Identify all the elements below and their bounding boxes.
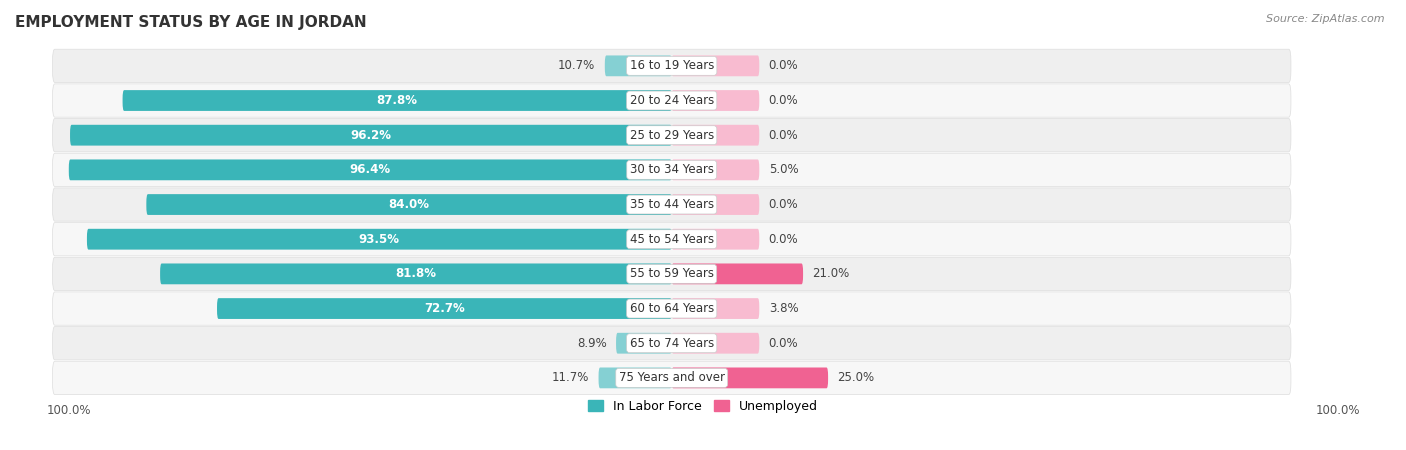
FancyBboxPatch shape — [672, 229, 759, 250]
FancyBboxPatch shape — [672, 264, 803, 284]
Text: Source: ZipAtlas.com: Source: ZipAtlas.com — [1267, 14, 1385, 23]
Text: 0.0%: 0.0% — [769, 59, 799, 72]
Text: 25 to 29 Years: 25 to 29 Years — [630, 129, 714, 142]
FancyBboxPatch shape — [52, 188, 1291, 221]
Text: 93.5%: 93.5% — [359, 233, 399, 246]
Text: 3.8%: 3.8% — [769, 302, 799, 315]
FancyBboxPatch shape — [672, 55, 759, 76]
Text: 5.0%: 5.0% — [769, 163, 799, 176]
Text: 96.4%: 96.4% — [350, 163, 391, 176]
FancyBboxPatch shape — [217, 298, 672, 319]
Text: 25.0%: 25.0% — [838, 371, 875, 384]
Text: 35 to 44 Years: 35 to 44 Years — [630, 198, 714, 211]
FancyBboxPatch shape — [52, 118, 1291, 152]
Text: 100.0%: 100.0% — [1315, 404, 1360, 417]
FancyBboxPatch shape — [160, 264, 672, 284]
FancyBboxPatch shape — [605, 55, 672, 76]
Text: 21.0%: 21.0% — [813, 267, 849, 280]
Text: 96.2%: 96.2% — [350, 129, 391, 142]
FancyBboxPatch shape — [52, 49, 1291, 82]
FancyBboxPatch shape — [616, 333, 672, 354]
FancyBboxPatch shape — [69, 159, 672, 180]
Text: 11.7%: 11.7% — [551, 371, 589, 384]
FancyBboxPatch shape — [672, 333, 759, 354]
FancyBboxPatch shape — [672, 194, 759, 215]
Text: 45 to 54 Years: 45 to 54 Years — [630, 233, 714, 246]
FancyBboxPatch shape — [146, 194, 672, 215]
Text: 0.0%: 0.0% — [769, 129, 799, 142]
Text: 81.8%: 81.8% — [395, 267, 436, 280]
Text: 65 to 74 Years: 65 to 74 Years — [630, 337, 714, 350]
Text: 87.8%: 87.8% — [377, 94, 418, 107]
Text: 55 to 59 Years: 55 to 59 Years — [630, 267, 714, 280]
FancyBboxPatch shape — [122, 90, 672, 111]
Text: 0.0%: 0.0% — [769, 337, 799, 350]
Text: 60 to 64 Years: 60 to 64 Years — [630, 302, 714, 315]
FancyBboxPatch shape — [672, 159, 759, 180]
FancyBboxPatch shape — [52, 361, 1291, 395]
FancyBboxPatch shape — [70, 125, 672, 146]
FancyBboxPatch shape — [52, 223, 1291, 256]
FancyBboxPatch shape — [52, 84, 1291, 117]
Text: 20 to 24 Years: 20 to 24 Years — [630, 94, 714, 107]
FancyBboxPatch shape — [672, 368, 828, 388]
Text: EMPLOYMENT STATUS BY AGE IN JORDAN: EMPLOYMENT STATUS BY AGE IN JORDAN — [15, 15, 367, 30]
Text: 75 Years and over: 75 Years and over — [619, 371, 724, 384]
Text: 84.0%: 84.0% — [388, 198, 430, 211]
Legend: In Labor Force, Unemployed: In Labor Force, Unemployed — [583, 395, 823, 418]
FancyBboxPatch shape — [52, 257, 1291, 291]
FancyBboxPatch shape — [672, 298, 759, 319]
FancyBboxPatch shape — [52, 327, 1291, 360]
Text: 10.7%: 10.7% — [558, 59, 595, 72]
FancyBboxPatch shape — [672, 90, 759, 111]
Text: 8.9%: 8.9% — [576, 337, 606, 350]
Text: 100.0%: 100.0% — [46, 404, 91, 417]
Text: 0.0%: 0.0% — [769, 198, 799, 211]
FancyBboxPatch shape — [52, 153, 1291, 186]
FancyBboxPatch shape — [672, 125, 759, 146]
FancyBboxPatch shape — [599, 368, 672, 388]
FancyBboxPatch shape — [52, 292, 1291, 325]
Text: 30 to 34 Years: 30 to 34 Years — [630, 163, 714, 176]
FancyBboxPatch shape — [87, 229, 672, 250]
Text: 0.0%: 0.0% — [769, 233, 799, 246]
Text: 16 to 19 Years: 16 to 19 Years — [630, 59, 714, 72]
Text: 0.0%: 0.0% — [769, 94, 799, 107]
Text: 72.7%: 72.7% — [425, 302, 465, 315]
